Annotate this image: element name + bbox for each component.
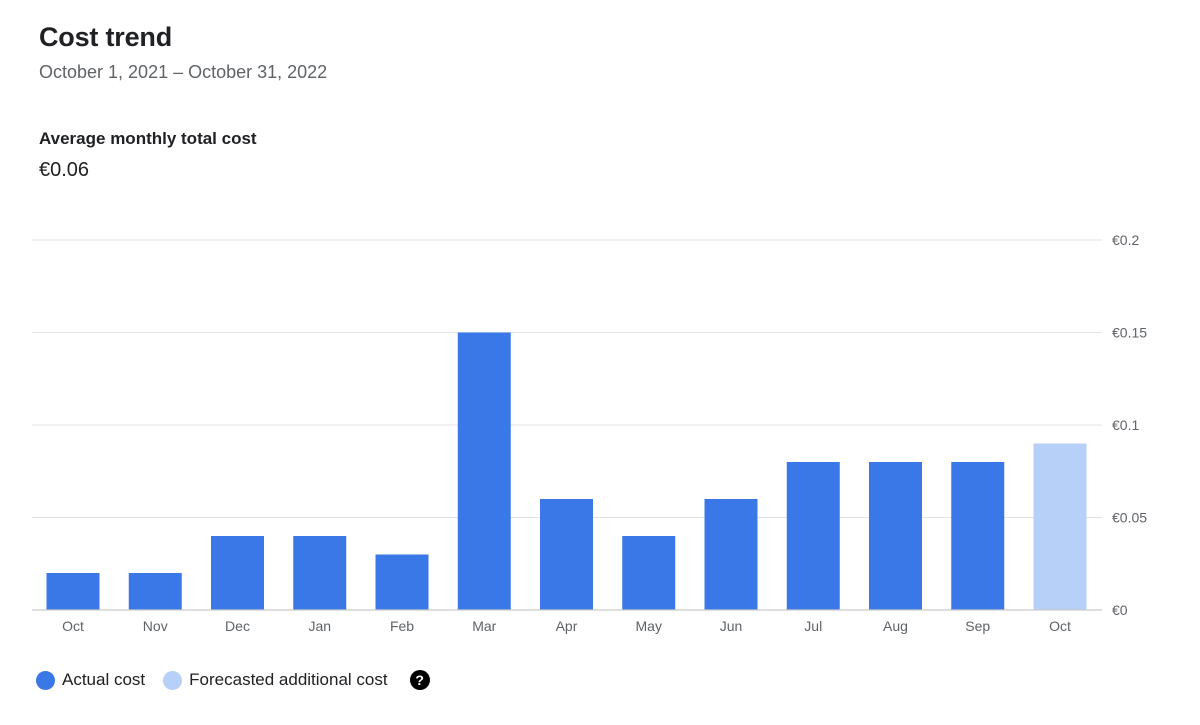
- x-tick-label: Apr: [556, 618, 578, 634]
- x-tick-label: Sep: [965, 618, 990, 634]
- bar-actual-cost: [786, 462, 840, 610]
- y-tick-label: €0.05: [1112, 510, 1147, 526]
- bar-actual-cost: [457, 332, 511, 610]
- x-tick-label: Jun: [720, 618, 743, 634]
- y-tick-label: €0: [1112, 602, 1128, 618]
- legend-item-forecasted-cost[interactable]: Forecasted additional cost: [163, 670, 388, 690]
- x-tick-label: Oct: [1049, 618, 1071, 634]
- average-cost-label: Average monthly total cost: [39, 129, 257, 148]
- legend-item-actual-cost[interactable]: Actual cost: [36, 670, 145, 690]
- bar-actual-cost: [375, 554, 429, 610]
- y-tick-label: €0.2: [1112, 232, 1139, 248]
- bar-actual-cost: [540, 499, 593, 610]
- bar-actual-cost: [869, 462, 922, 610]
- x-tick-label: Dec: [225, 618, 250, 634]
- date-range: October 1, 2021 – October 31, 2022: [39, 62, 328, 82]
- chart-legend: Actual cost Forecasted additional cost ?: [36, 667, 430, 693]
- y-tick-label: €0.1: [1112, 417, 1139, 433]
- x-tick-label: Jan: [308, 618, 331, 634]
- forecast-cost-swatch: [163, 670, 183, 690]
- bar-actual-cost: [211, 536, 264, 610]
- cost-trend-chart: €0 €0.05 €0.1 €0.15 €0.2 Oct Nov Dec Jan Feb Mar Ap…: [32, 232, 1147, 634]
- x-tick-label: Jul: [804, 618, 822, 634]
- y-tick-label: €0.15: [1112, 325, 1147, 341]
- x-tick-label: Feb: [390, 618, 414, 634]
- question-circle-icon[interactable]: ?: [409, 670, 430, 690]
- bar-actual-cost: [951, 462, 1005, 610]
- legend-label-actual-cost: Actual cost: [62, 670, 146, 689]
- bar-actual-cost: [128, 573, 182, 610]
- average-cost-value: €0.06: [39, 159, 90, 181]
- bar-actual-cost: [293, 536, 347, 610]
- legend-label-forecasted-cost: Forecasted additional cost: [189, 670, 388, 689]
- bar-actual-cost: [704, 499, 758, 610]
- actual-cost-swatch: [36, 670, 55, 690]
- page-title: Cost trend: [39, 22, 173, 52]
- x-tick-label: Aug: [883, 618, 908, 634]
- x-tick-label: May: [636, 618, 662, 634]
- bar-actual-cost: [622, 536, 676, 610]
- x-tick-label: Mar: [472, 618, 496, 634]
- bar-actual-cost: [46, 573, 100, 610]
- x-tick-label: Oct: [62, 618, 84, 634]
- x-tick-label: Nov: [143, 618, 168, 634]
- bar-forecasted-cost: [1033, 443, 1087, 610]
